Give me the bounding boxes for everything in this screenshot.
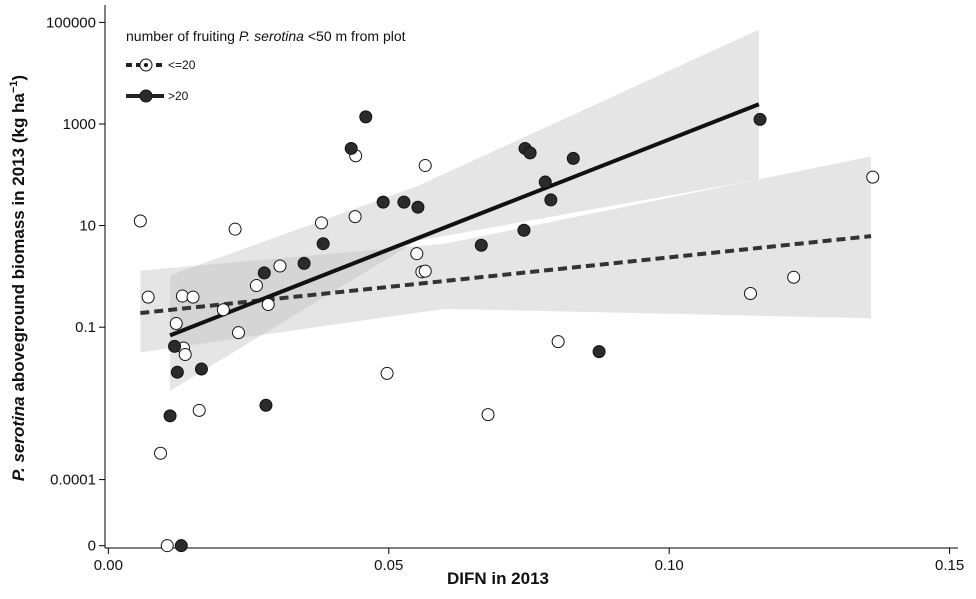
legend-label: <=20 bbox=[168, 58, 196, 72]
y-label-part: ) bbox=[9, 75, 28, 81]
y-tick-label: 0 bbox=[88, 538, 96, 555]
data-point bbox=[551, 335, 565, 349]
data-point bbox=[160, 539, 174, 553]
legend-label: >20 bbox=[168, 89, 189, 103]
data-point bbox=[316, 237, 330, 251]
data-point bbox=[348, 210, 362, 224]
data-point bbox=[380, 366, 394, 380]
data-point bbox=[359, 110, 373, 124]
x-tick-label: 0.15 bbox=[935, 557, 964, 574]
plot-layer bbox=[140, 29, 872, 391]
data-point bbox=[410, 247, 424, 261]
data-point bbox=[523, 146, 537, 160]
data-point bbox=[154, 446, 168, 460]
legend-marker-dot bbox=[144, 63, 148, 67]
legend-title-part: <50 m from plot bbox=[304, 28, 406, 44]
x-tick-label: 0.05 bbox=[374, 557, 403, 574]
fit-line bbox=[169, 102, 760, 338]
y-tick-label: 0.0001 bbox=[50, 472, 96, 489]
data-point bbox=[314, 216, 328, 230]
y-tick-label: 1000 bbox=[63, 116, 96, 133]
data-point bbox=[261, 297, 275, 311]
confidence-band bbox=[140, 156, 872, 353]
data-point bbox=[397, 195, 411, 209]
data-point bbox=[418, 159, 432, 173]
data-point bbox=[592, 345, 606, 359]
data-point bbox=[344, 141, 358, 155]
legend-marker bbox=[139, 89, 153, 103]
y-axis-label: P. serotina aboveground biomass in 2013 … bbox=[8, 75, 28, 481]
data-point bbox=[517, 223, 531, 237]
y-label-part: aboveground biomass in 2013 (kg ha bbox=[9, 93, 28, 397]
legend-title: number of fruiting P. serotina <50 m fro… bbox=[126, 28, 406, 44]
confidence-band bbox=[170, 29, 759, 391]
data-point bbox=[249, 279, 263, 293]
x-tick-label: 0.10 bbox=[655, 557, 684, 574]
legend-title-part: P. serotina bbox=[239, 28, 304, 44]
data-point bbox=[566, 151, 580, 165]
data-point bbox=[273, 259, 287, 273]
x-tick-label: 0.00 bbox=[94, 557, 123, 574]
data-point bbox=[787, 270, 801, 284]
data-point bbox=[163, 409, 177, 423]
data-point bbox=[169, 317, 183, 331]
y-label-part: P. serotina bbox=[9, 396, 28, 481]
data-point bbox=[192, 403, 206, 417]
data-point bbox=[753, 112, 767, 126]
data-point bbox=[259, 398, 273, 412]
data-point bbox=[743, 287, 757, 301]
data-point bbox=[228, 222, 242, 236]
data-point bbox=[141, 290, 155, 304]
y-tick-label: 0.1 bbox=[75, 319, 96, 336]
data-point bbox=[170, 365, 184, 379]
data-point bbox=[418, 264, 432, 278]
y-tick-label: 10 bbox=[79, 218, 96, 235]
data-point bbox=[481, 408, 495, 422]
data-point bbox=[133, 214, 147, 228]
data-point bbox=[474, 238, 488, 252]
data-point bbox=[178, 347, 192, 361]
y-tick-label: 100000 bbox=[46, 14, 96, 31]
data-point bbox=[231, 326, 245, 340]
data-point bbox=[411, 200, 425, 214]
data-point bbox=[297, 256, 311, 270]
data-point bbox=[186, 290, 200, 304]
y-label-part: −1 bbox=[8, 81, 20, 94]
legend-title-part: number of fruiting bbox=[126, 28, 239, 44]
data-point bbox=[257, 266, 271, 280]
x-axis-label: DIFN in 2013 bbox=[447, 569, 549, 588]
data-point bbox=[168, 339, 182, 353]
data-point bbox=[544, 193, 558, 207]
data-point bbox=[194, 362, 208, 376]
data-point bbox=[175, 289, 189, 303]
data-point bbox=[216, 303, 230, 317]
data-point bbox=[866, 170, 880, 184]
data-point bbox=[376, 195, 390, 209]
data-point bbox=[174, 539, 188, 553]
fit-line bbox=[140, 234, 872, 316]
data-point bbox=[538, 175, 552, 189]
